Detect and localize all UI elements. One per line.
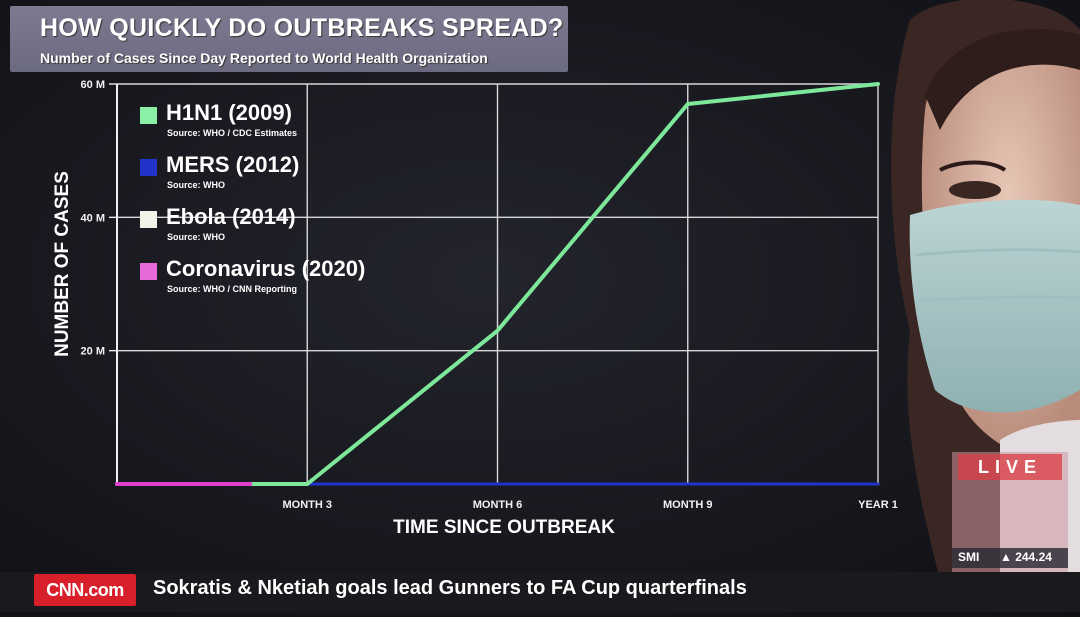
legend-swatch-h1n1 (140, 107, 157, 124)
legend-name-mers: MERS (2012) (166, 152, 300, 177)
market-symbol: SMI (958, 550, 980, 564)
y-tick-label-0: 20 M (81, 346, 105, 358)
legend-source-mers: Source: WHO (167, 180, 226, 190)
x-tick-label-1: MONTH 6 (473, 499, 523, 511)
y-tick-label-2: 60 M (81, 79, 105, 91)
legend-source-ebola: Source: WHO (167, 232, 226, 242)
chart-grid (109, 83, 879, 484)
x-axis-title: TIME SINCE OUTBREAK (393, 517, 615, 538)
legend-swatch-ebola (140, 211, 157, 228)
legend-swatch-coronavirus (140, 263, 157, 280)
news-anchor-image (880, 0, 1080, 580)
chart-series (115, 82, 880, 486)
ticker-headline: Sokratis & Nketiah goals lead Gunners to… (153, 577, 747, 599)
x-tick-label-3: YEAR 1 (858, 499, 898, 511)
live-badge: LIVE (958, 454, 1062, 480)
legend-name-h1n1: H1N1 (2009) (166, 100, 292, 125)
news-anchor-drawing (891, 0, 1080, 580)
y-axis-title: NUMBER OF CASES (52, 171, 73, 357)
chart-subtitle: Number of Cases Since Day Reported to Wo… (40, 50, 488, 66)
y-tick-label-1: 40 M (81, 212, 105, 224)
x-tick-label-0: MONTH 3 (283, 499, 333, 511)
legend-source-h1n1: Source: WHO / CDC Estimates (167, 128, 298, 138)
legend-name-coronavirus: Coronavirus (2020) (166, 256, 366, 281)
legend-source-coronavirus: Source: WHO / CNN Reporting (167, 284, 297, 294)
chart-tick-labels: MONTH 3 MONTH 6 MONTH 9 YEAR 1 20 M 40 M 60 M (81, 79, 898, 511)
market-value: ▲ 244.24 (1000, 550, 1052, 564)
legend-swatch-mers (140, 159, 157, 176)
news-ticker-bar (0, 572, 1080, 612)
legend-name-ebola: Ebola (2014) (166, 204, 296, 229)
chart-title: HOW QUICKLY DO OUTBREAKS SPREAD? (40, 14, 564, 42)
x-tick-label-2: MONTH 9 (663, 499, 713, 511)
title-box: HOW QUICKLY DO OUTBREAKS SPREAD? Number … (10, 6, 568, 72)
market-ticker: SMI ▲ 244.24 (952, 548, 1068, 568)
cnn-logo: CNN.com (34, 574, 136, 606)
